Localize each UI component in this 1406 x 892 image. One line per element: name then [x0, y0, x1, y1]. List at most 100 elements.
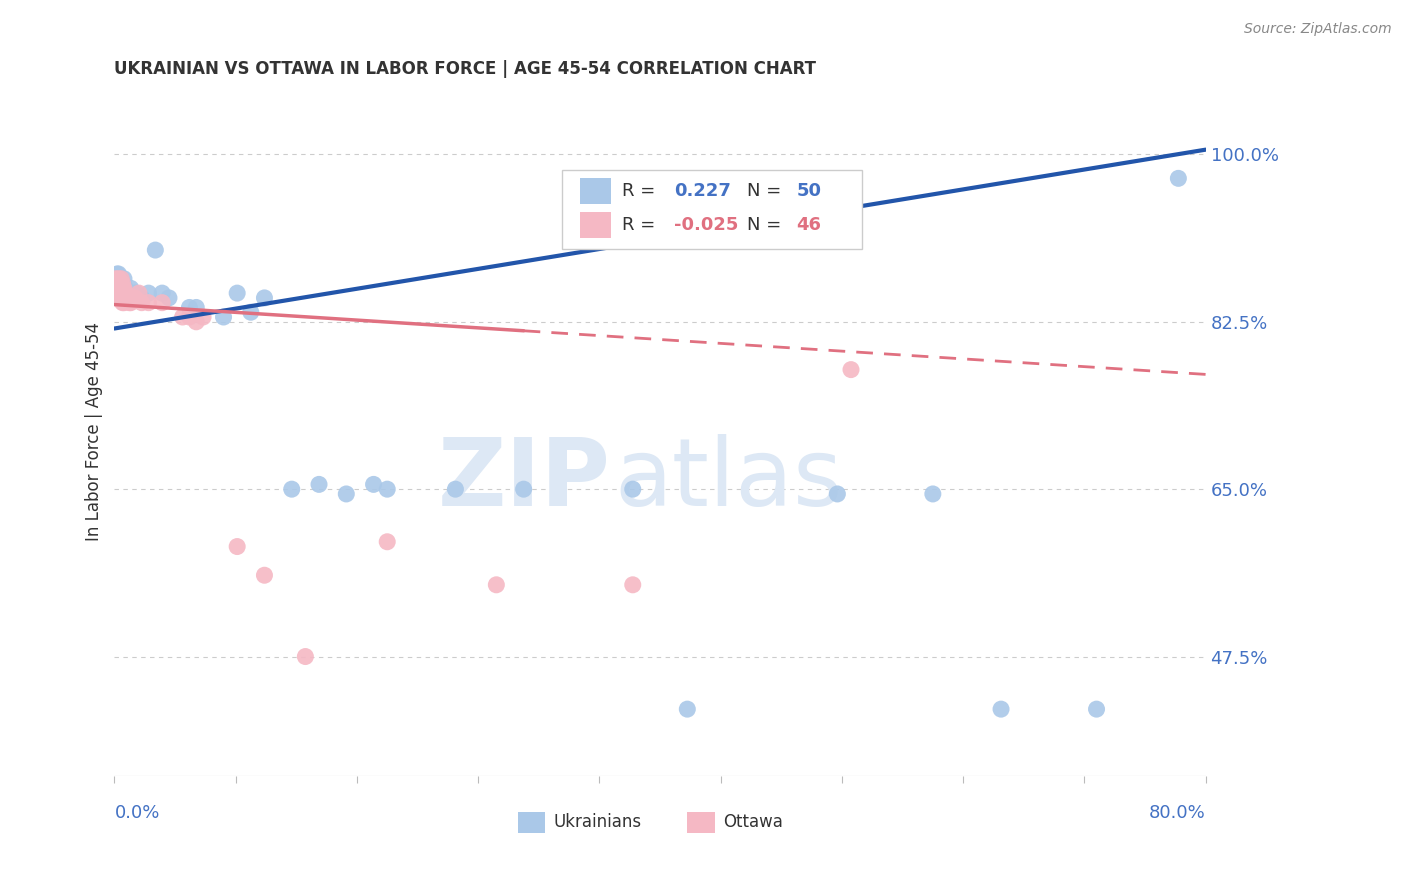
Point — [186, 301, 208, 315]
Text: 80.0%: 80.0% — [1149, 804, 1206, 822]
Point — [1167, 171, 1189, 186]
Point — [112, 281, 135, 295]
Point — [104, 272, 127, 286]
Point — [138, 295, 160, 310]
Point — [191, 310, 214, 324]
Point — [110, 286, 132, 301]
Point — [1085, 702, 1108, 716]
FancyBboxPatch shape — [688, 812, 714, 832]
Point — [115, 286, 138, 301]
Point — [253, 568, 276, 582]
Point — [118, 295, 141, 310]
Point — [226, 286, 249, 301]
Text: Ottawa: Ottawa — [723, 814, 783, 831]
Point — [117, 291, 139, 305]
Point — [921, 487, 943, 501]
Point — [112, 281, 135, 295]
Point — [179, 310, 201, 324]
Point — [107, 267, 129, 281]
Point — [150, 295, 173, 310]
Text: R =: R = — [621, 216, 661, 235]
Point — [114, 286, 136, 301]
Point — [239, 305, 262, 319]
Point — [131, 295, 153, 310]
Point — [280, 482, 302, 496]
Point — [110, 277, 132, 291]
Point — [107, 291, 129, 305]
Point — [253, 291, 276, 305]
Point — [111, 291, 134, 305]
Point — [108, 277, 131, 291]
Text: atlas: atlas — [614, 434, 842, 526]
Point — [121, 291, 143, 305]
Point — [621, 578, 644, 592]
Point — [108, 281, 131, 295]
FancyBboxPatch shape — [519, 812, 546, 832]
Point — [179, 301, 201, 315]
Point — [107, 281, 129, 295]
Point — [120, 281, 142, 295]
Point — [110, 291, 132, 305]
Point — [294, 649, 316, 664]
Point — [115, 291, 138, 305]
Text: ZIP: ZIP — [439, 434, 612, 526]
Point — [128, 286, 150, 301]
Point — [172, 310, 194, 324]
Point — [112, 295, 135, 310]
Point — [138, 286, 160, 301]
Point — [990, 702, 1012, 716]
Text: Ukrainians: Ukrainians — [553, 814, 641, 831]
Text: N =: N = — [748, 216, 787, 235]
Point — [107, 286, 129, 301]
Point — [512, 482, 534, 496]
Point — [108, 286, 131, 301]
Y-axis label: In Labor Force | Age 45-54: In Labor Force | Age 45-54 — [86, 322, 103, 541]
Point — [485, 578, 508, 592]
Point — [226, 540, 249, 554]
Point — [131, 291, 153, 305]
Point — [107, 281, 129, 295]
Point — [105, 277, 128, 291]
Point — [122, 286, 145, 301]
Text: 0.0%: 0.0% — [114, 804, 160, 822]
Point — [111, 286, 134, 301]
Text: 50: 50 — [796, 182, 821, 200]
Point — [104, 286, 127, 301]
Point — [125, 286, 148, 301]
Point — [375, 534, 398, 549]
Point — [110, 272, 132, 286]
Point — [335, 487, 357, 501]
Point — [827, 487, 849, 501]
Point — [111, 295, 134, 310]
FancyBboxPatch shape — [581, 212, 612, 238]
Point — [375, 482, 398, 496]
Point — [150, 286, 173, 301]
Point — [108, 291, 131, 305]
Point — [112, 286, 135, 301]
Text: -0.025: -0.025 — [675, 216, 738, 235]
Point — [110, 272, 132, 286]
Point — [111, 281, 134, 295]
Point — [212, 310, 235, 324]
Point — [444, 482, 467, 496]
Text: UKRAINIAN VS OTTAWA IN LABOR FORCE | AGE 45-54 CORRELATION CHART: UKRAINIAN VS OTTAWA IN LABOR FORCE | AGE… — [114, 60, 817, 78]
Point — [105, 281, 128, 295]
Point — [839, 362, 862, 376]
Point — [114, 281, 136, 295]
Point — [112, 272, 135, 286]
Point — [107, 272, 129, 286]
Point — [114, 291, 136, 305]
FancyBboxPatch shape — [562, 170, 862, 249]
Text: 46: 46 — [796, 216, 821, 235]
Point — [108, 272, 131, 286]
Point — [308, 477, 330, 491]
Point — [107, 286, 129, 301]
FancyBboxPatch shape — [581, 178, 612, 204]
Point — [186, 315, 208, 329]
Point — [676, 702, 699, 716]
Point — [105, 286, 128, 301]
Point — [120, 295, 142, 310]
Point — [110, 281, 132, 295]
Text: 0.227: 0.227 — [675, 182, 731, 200]
Text: Source: ZipAtlas.com: Source: ZipAtlas.com — [1244, 22, 1392, 37]
